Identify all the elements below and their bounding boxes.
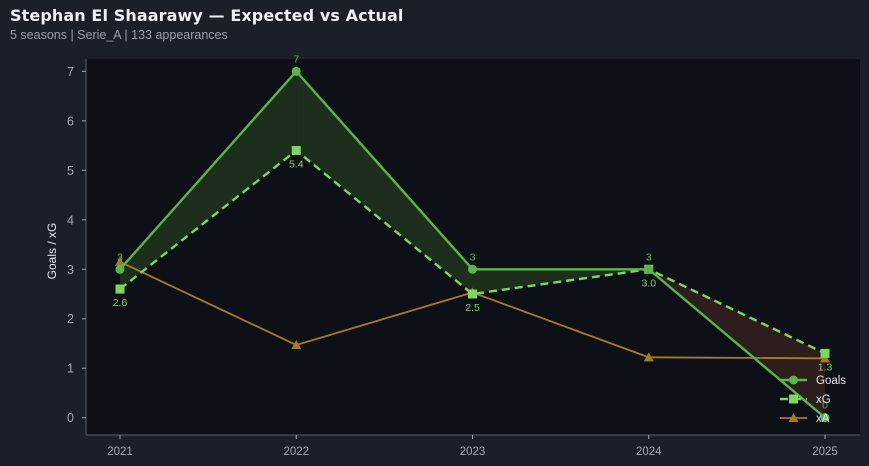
goals-data-label: 3 xyxy=(646,251,652,263)
chart-subtitle: 5 seasons | Serie_A | 133 appearances xyxy=(10,28,228,42)
overperformance-fill xyxy=(296,71,473,294)
y-tick-label: 6 xyxy=(67,114,74,128)
x-tick-label: 2025 xyxy=(812,446,838,458)
y-tick-label: 1 xyxy=(67,362,74,376)
y-tick-label: 3 xyxy=(67,263,74,277)
xg-data-label: 5.4 xyxy=(289,159,304,171)
goals-point xyxy=(115,264,125,274)
goals-data-label: 7 xyxy=(293,53,299,65)
xg-point xyxy=(468,289,477,299)
x-tick-label: 2022 xyxy=(283,446,309,458)
x-tick-label: 2023 xyxy=(460,446,486,458)
legend-marker-xg xyxy=(789,394,798,404)
goals-point xyxy=(291,66,301,76)
y-tick-label: 0 xyxy=(67,411,74,425)
xg-point xyxy=(820,348,830,358)
y-axis-label: Goals / xG xyxy=(45,223,59,280)
overperformance-fill xyxy=(472,269,649,294)
y-tick-label: 5 xyxy=(67,164,74,178)
xg-point xyxy=(291,146,301,156)
chart-header: Stephan El Shaarawy — Expected vs Actual… xyxy=(10,6,403,42)
xg-data-label: 3.0 xyxy=(641,277,656,289)
legend-marker-xa xyxy=(788,413,799,422)
xg-series-line xyxy=(119,149,826,355)
chart-title: Stephan El Shaarawy — Expected vs Actual xyxy=(10,6,404,25)
xg-point xyxy=(115,284,125,294)
y-tick-label: 7 xyxy=(67,65,74,79)
plot-area xyxy=(86,59,860,435)
legend-label-xg: xG xyxy=(816,394,831,406)
x-tick-label: 2024 xyxy=(636,446,662,458)
goals-data-label: 3 xyxy=(470,251,476,263)
xg-data-label: 2.6 xyxy=(113,297,128,309)
x-tick-label: 2021 xyxy=(107,446,133,458)
y-tick-label: 2 xyxy=(67,312,74,326)
goals-point xyxy=(644,264,654,274)
xa-point xyxy=(643,352,654,362)
legend-label-xa: xA xyxy=(816,413,830,425)
y-tick-label: 4 xyxy=(67,213,74,227)
xg-data-label: 2.5 xyxy=(465,302,480,314)
goals-data-label: 0 xyxy=(822,400,828,412)
xa-point xyxy=(291,339,302,349)
goals-point xyxy=(468,264,477,274)
goals-point xyxy=(820,413,830,423)
legend-marker-goals xyxy=(789,375,798,385)
goals-data-label: 3 xyxy=(117,251,123,263)
overperformance-fill xyxy=(120,71,297,290)
xa-point xyxy=(115,256,125,266)
legend-label-goals: Goals xyxy=(816,375,846,387)
xg-data-label: 1.3 xyxy=(818,361,833,373)
